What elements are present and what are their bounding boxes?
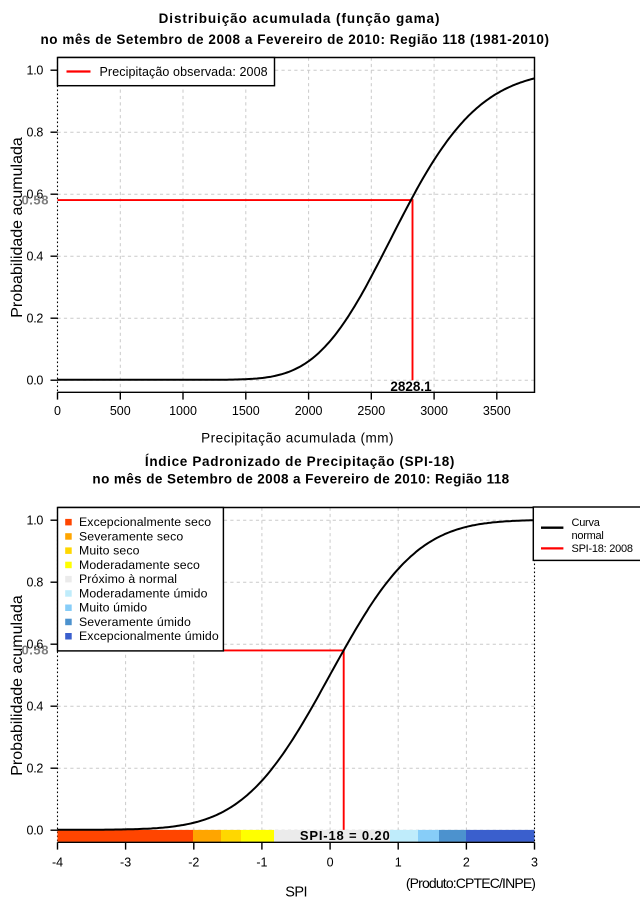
svg-text:Excepcionalmente seco: Excepcionalmente seco: [79, 515, 211, 529]
svg-text:0.6: 0.6: [27, 638, 44, 652]
svg-text:no mês de Setembro de 2008 a F: no mês de Setembro de 2008 a Fevereiro d…: [40, 32, 549, 47]
svg-text:SPI: SPI: [285, 884, 307, 900]
svg-text:normal: normal: [572, 530, 604, 542]
svg-text:-2: -2: [188, 855, 199, 869]
svg-text:Índice Padronizado de Precipit: Índice Padronizado de Precipitação (SPI-…: [145, 454, 455, 469]
svg-text:Precipitação observada: 2008: Precipitação observada: 2008: [100, 65, 268, 79]
svg-text:Próximo à normal: Próximo à normal: [79, 572, 177, 586]
svg-text:Severamente úmido: Severamente úmido: [79, 615, 191, 629]
svg-text:2: 2: [463, 855, 470, 869]
svg-text:0.2: 0.2: [27, 762, 44, 776]
svg-text:Excepcionalmente úmido: Excepcionalmente úmido: [79, 629, 219, 643]
svg-text:0.0: 0.0: [27, 374, 44, 388]
svg-text:1.0: 1.0: [27, 514, 44, 528]
svg-text:0.58: 0.58: [21, 193, 49, 208]
svg-text:SPI-18: 2008: SPI-18: 2008: [572, 543, 633, 555]
svg-text:Moderadamente úmido: Moderadamente úmido: [79, 586, 208, 600]
svg-text:-1: -1: [256, 855, 267, 869]
svg-text:0.2: 0.2: [27, 312, 44, 326]
svg-text:no mês de Setembro de 2008 a F: no mês de Setembro de 2008 a Fevereiro d…: [92, 472, 509, 487]
svg-text:1000: 1000: [169, 404, 197, 418]
svg-text:0.8: 0.8: [27, 126, 44, 140]
svg-text:0.58: 0.58: [21, 642, 49, 657]
svg-text:1: 1: [395, 855, 402, 869]
svg-text:-4: -4: [52, 855, 63, 869]
svg-text:Severamente seco: Severamente seco: [79, 529, 183, 543]
svg-text:Precipitação acumulada (mm): Precipitação acumulada (mm): [201, 431, 394, 446]
svg-text:2000: 2000: [295, 404, 323, 418]
svg-text:Moderadamente seco: Moderadamente seco: [79, 558, 200, 572]
svg-text:0.4: 0.4: [27, 700, 44, 714]
svg-text:0.4: 0.4: [27, 250, 44, 264]
svg-text:(Produto:CPTEC/INPE): (Produto:CPTEC/INPE): [406, 875, 535, 891]
svg-text:0: 0: [54, 404, 61, 418]
svg-text:2828.1: 2828.1: [390, 379, 432, 394]
svg-text:SPI-18 = 0.20: SPI-18 = 0.20: [300, 828, 391, 843]
svg-text:3500: 3500: [483, 404, 511, 418]
svg-text:500: 500: [110, 404, 131, 418]
svg-text:Curva: Curva: [572, 517, 601, 529]
svg-text:3000: 3000: [420, 404, 448, 418]
svg-text:Distribuição acumulada (função: Distribuição acumulada (função gama): [159, 11, 441, 26]
svg-text:0.0: 0.0: [27, 824, 44, 838]
svg-text:Probabilidade acumulada: Probabilidade acumulada: [9, 137, 26, 318]
svg-text:0.8: 0.8: [27, 576, 44, 590]
svg-text:Muito seco: Muito seco: [79, 544, 140, 558]
svg-text:2500: 2500: [357, 404, 385, 418]
svg-text:1.0: 1.0: [27, 64, 44, 78]
svg-text:Probabilidade acumulada: Probabilidade acumulada: [9, 595, 26, 776]
svg-text:1500: 1500: [232, 404, 260, 418]
svg-text:Muito úmido: Muito úmido: [79, 601, 147, 615]
svg-text:0.6: 0.6: [27, 188, 44, 202]
svg-text:-3: -3: [120, 855, 131, 869]
svg-text:3: 3: [531, 855, 538, 869]
svg-text:0: 0: [327, 855, 334, 869]
